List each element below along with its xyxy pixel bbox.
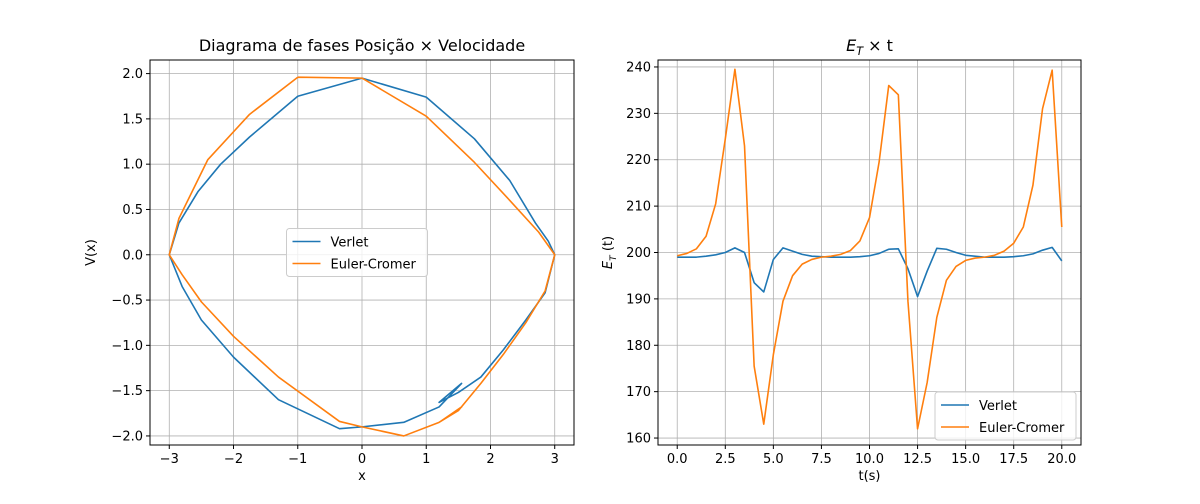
x-tick-label: 5.0	[763, 452, 784, 467]
series-line-verlet	[168, 77, 556, 430]
y-tick-label: 2.0	[122, 67, 143, 82]
legend-label: Verlet	[979, 399, 1017, 414]
x-tick-label: 17.5	[999, 452, 1028, 467]
legend: Verlet Euler-Cromer	[934, 391, 1077, 441]
y-tick-label: 230	[626, 107, 651, 122]
y-tick-label: −1.5	[111, 384, 143, 399]
x-tick-label: −2	[224, 452, 243, 467]
legend-label: Euler-Cromer	[331, 258, 417, 273]
y-tick-label: 200	[626, 246, 651, 261]
x-tick-label: 10.0	[855, 452, 884, 467]
y-tick-label: −0.5	[111, 294, 143, 309]
x-axis-label: x	[358, 469, 366, 484]
chart-panel-1: −3 −2 −1 0 1 2 3 −2.0 −1.5 −1.0 −0.5 0.0 0.5 1.0 1.5 2.…	[84, 36, 575, 484]
y-tick-label: −2.0	[111, 429, 143, 444]
legend-label: Verlet	[331, 236, 369, 251]
y-tick-label: 1.0	[122, 158, 143, 173]
y-tick-label: 1.5	[122, 112, 143, 127]
chart-panel-2: 0.0 2.5 5.0 7.5 10.0 12.5 15.0 17.5 20.0 160 170 18…	[601, 36, 1082, 484]
legend-label: Euler-Cromer	[979, 421, 1065, 436]
series-line-verlet	[677, 246, 1063, 298]
legend-box	[934, 391, 1077, 441]
x-tick-label: 12.5	[903, 452, 932, 467]
y-tick-label: 170	[626, 385, 651, 400]
x-axis-label: t(s)	[858, 469, 880, 484]
y-tick-label: 0.5	[122, 203, 143, 218]
x-tick-label: 15.0	[951, 452, 980, 467]
chart-title: Diagrama de fases Posição × Velocidade	[199, 36, 525, 55]
x-tick-label: 7.5	[811, 452, 832, 467]
y-tick-label: 210	[626, 200, 651, 215]
y-tick-label: 220	[626, 153, 651, 168]
x-tick-label: 2.5	[715, 452, 736, 467]
y-tick-label: 0.0	[122, 248, 143, 263]
x-tick-label: −3	[160, 452, 179, 467]
x-tick-label: 0.0	[667, 452, 688, 467]
series-line-euler-cromer	[168, 76, 556, 437]
legend: Verlet Euler-Cromer	[286, 228, 428, 277]
x-tick-label: 3	[551, 452, 559, 467]
x-tick-label: 1	[422, 452, 430, 467]
x-tick-label: −1	[288, 452, 307, 467]
y-axis-label: V(x)	[84, 239, 99, 266]
y-tick-label: 190	[626, 292, 651, 307]
y-tick-label: 240	[626, 60, 651, 75]
y-tick-label: 180	[626, 339, 651, 354]
legend-box	[286, 228, 428, 277]
x-tick-label: 0	[358, 452, 366, 467]
y-tick-label: −1.0	[111, 339, 143, 354]
series-line-euler-cromer	[677, 68, 1063, 430]
x-tick-label: 20.0	[1047, 452, 1076, 467]
y-axis-label: ET (t)	[601, 236, 619, 269]
chart-title: ET × t	[846, 36, 893, 58]
x-tick-label: 2	[486, 452, 494, 467]
y-tick-label: 160	[626, 432, 651, 447]
